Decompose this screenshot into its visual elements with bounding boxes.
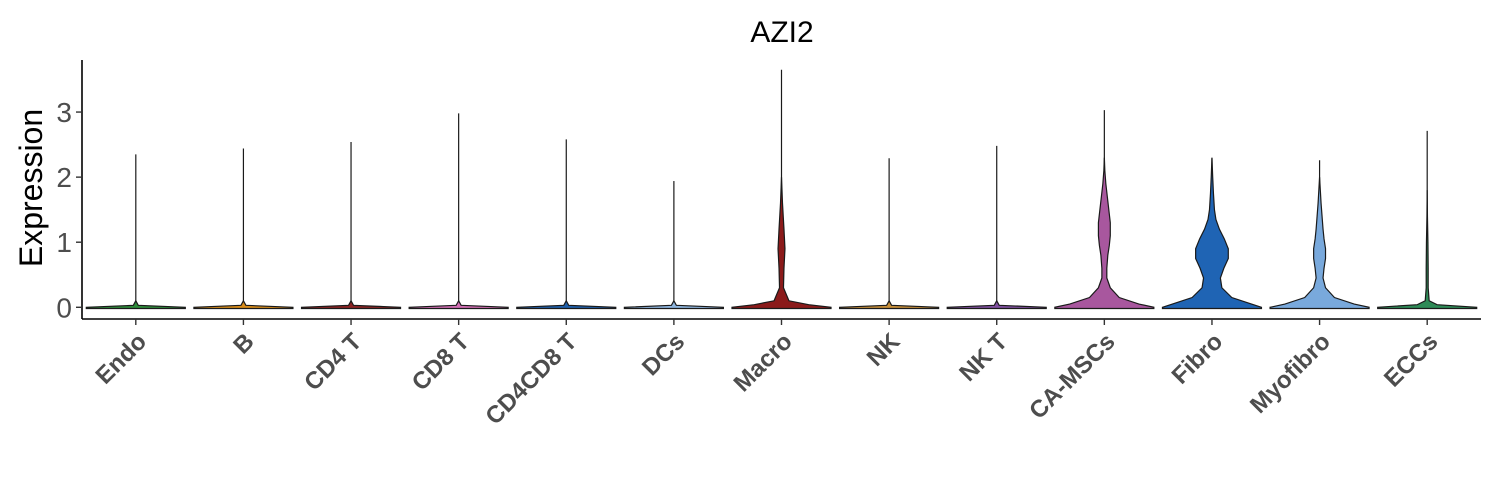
- x-tick-label: B: [228, 328, 259, 359]
- violin-body: [193, 299, 294, 310]
- violin-body: [1161, 157, 1263, 310]
- x-tick-label: ECCs: [1379, 328, 1443, 392]
- violin-nk: [839, 158, 940, 310]
- x-ticks: Endo B CD4 T CD8 T CD4CD8 T DCs Macro NK NK T CA-…: [91, 319, 1443, 430]
- x-tick-label: CD4CD8 T: [480, 328, 582, 430]
- violin-dcs: [623, 181, 724, 310]
- x-tick-label: CD4 T: [299, 328, 367, 396]
- violin-fibro: [1161, 157, 1263, 310]
- y-tick-label: 0: [56, 292, 72, 323]
- violin-body: [731, 177, 832, 310]
- y-tick-label: 1: [56, 227, 72, 258]
- violin-eccs: [1377, 130, 1478, 310]
- violin-myofibro: [1269, 160, 1370, 310]
- x-tick-label: Endo: [91, 328, 153, 390]
- y-ticks: 0 1 2 3: [56, 97, 82, 323]
- violin-body: [1054, 157, 1155, 310]
- violins-layer: [85, 69, 1478, 310]
- violin-body: [1377, 190, 1478, 310]
- x-tick-label: Myofibro: [1245, 328, 1336, 419]
- violin-cd4cd8-t: [516, 139, 617, 310]
- violin-endo: [85, 154, 186, 310]
- violin-body: [1269, 177, 1370, 310]
- x-tick-label: NK: [862, 328, 906, 372]
- violin-body: [85, 299, 186, 310]
- y-tick-label: 2: [56, 162, 72, 193]
- violin-body: [408, 299, 509, 310]
- x-tick-label: NK T: [954, 328, 1013, 387]
- violin-macro: [731, 69, 832, 310]
- violin-body: [300, 299, 402, 310]
- x-tick-label: Macro: [729, 328, 798, 397]
- x-tick-label: Fibro: [1167, 328, 1229, 390]
- violin-ca-mscs: [1054, 110, 1155, 310]
- violin-body: [839, 299, 940, 310]
- x-tick-label: CD8 T: [407, 328, 475, 396]
- x-tick-label: DCs: [637, 328, 690, 381]
- chart-title: AZI2: [750, 16, 813, 49]
- y-tick-label: 3: [56, 97, 72, 128]
- violin-cd8-t: [408, 113, 509, 310]
- violin-cd4-t: [300, 141, 402, 310]
- x-tick-label: CA-MSCs: [1024, 328, 1120, 424]
- violin-body: [516, 299, 617, 310]
- violin-body: [946, 299, 1047, 310]
- violin-body: [623, 299, 724, 310]
- violin-b: [193, 148, 294, 310]
- y-axis-label: Expression: [13, 109, 49, 267]
- violin-nk-t: [946, 145, 1047, 310]
